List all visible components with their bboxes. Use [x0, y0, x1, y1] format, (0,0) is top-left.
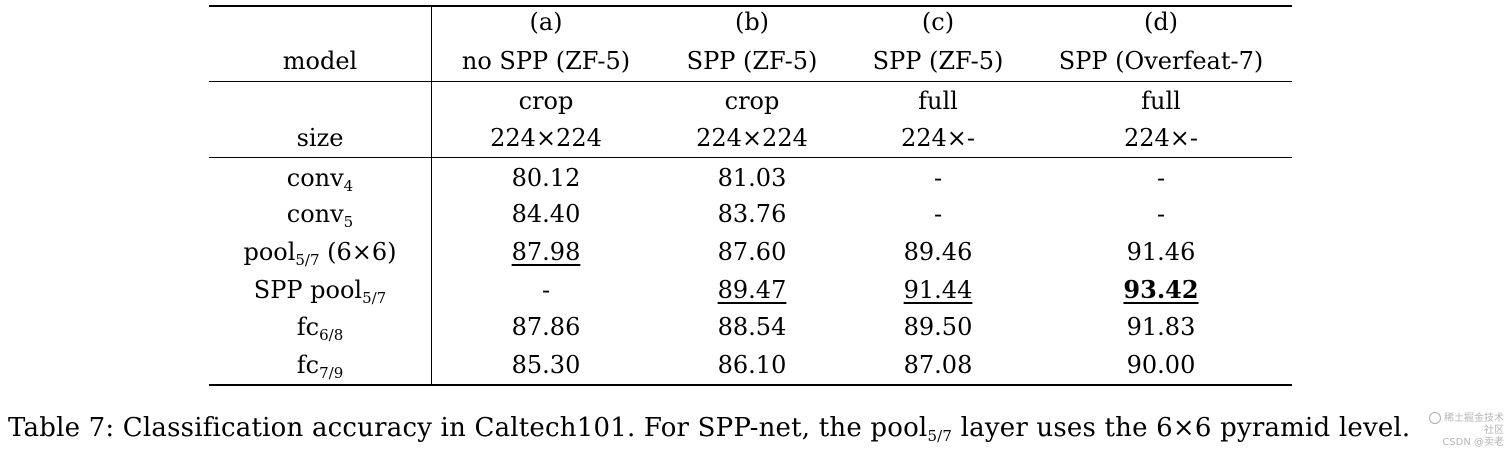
row-label-suffix: (6×6): [319, 238, 397, 266]
column-input-size: 224×-: [1123, 124, 1199, 152]
row-label-subscript: 5/7: [362, 289, 387, 307]
row-label-text: conv: [286, 200, 344, 228]
column-input-size: 224×224: [490, 124, 602, 152]
table-cell: -: [1156, 164, 1166, 192]
table-cell: 83.76: [717, 200, 787, 228]
table-cell: 91.83: [1126, 313, 1196, 341]
column-crop-mode: crop: [518, 87, 574, 115]
row-label: fc6/8: [296, 312, 344, 344]
column-method: SPP (ZF-5): [872, 47, 1004, 75]
model-header-label: model: [282, 47, 358, 75]
table-cell: 93.42: [1123, 275, 1199, 304]
table-cell: 88.54: [717, 313, 787, 341]
table-cell: -: [933, 200, 943, 228]
row-label-text: pool: [243, 238, 296, 266]
column-input-size: 224×-: [900, 124, 976, 152]
table-cell: 89.50: [903, 313, 973, 341]
table-caption: Table 7: Classification accuracy in Calt…: [8, 411, 1410, 445]
table-cell: 89.47: [717, 276, 787, 304]
header-separator-rule: [209, 81, 1292, 82]
row-label: conv5: [286, 199, 354, 231]
watermark-line2: CSDN @卖老: [1442, 437, 1504, 448]
column-letter: (d): [1143, 8, 1179, 36]
row-label-subscript: 5: [343, 213, 354, 231]
table-cell: 87.08: [903, 351, 973, 379]
row-label-text: fc: [296, 313, 320, 341]
table-bottom-rule: [209, 384, 1292, 386]
table-cell: 85.30: [511, 351, 581, 379]
table-cell: 87.60: [717, 238, 787, 266]
column-letter: (b): [734, 8, 770, 36]
row-label-subscript: 6/8: [319, 326, 344, 344]
row-label-text: conv: [286, 164, 344, 192]
table-cell: 80.12: [511, 164, 581, 192]
column-method: SPP (ZF-5): [686, 47, 818, 75]
column-letter: (a): [529, 8, 563, 36]
row-label-text: SPP pool: [253, 276, 363, 304]
row-label: conv4: [286, 163, 354, 195]
table-cell: -: [541, 276, 551, 304]
column-crop-mode: crop: [724, 87, 780, 115]
label-column-rule: [431, 5, 433, 385]
column-input-size: 224×224: [696, 124, 808, 152]
watermark-logo-icon: [1429, 412, 1441, 424]
row-label-text: fc: [296, 351, 320, 379]
table-cell: 89.46: [903, 238, 973, 266]
column-method: no SPP (ZF-5): [461, 47, 631, 75]
table-cell: 91.44: [903, 276, 973, 304]
table-cell: 91.46: [1126, 238, 1196, 266]
row-label-subscript: 7/9: [319, 364, 344, 382]
table-cell: -: [933, 164, 943, 192]
row-label-subscript: 4: [343, 177, 354, 195]
caption-subscript: 5/7: [927, 427, 953, 445]
table-cell: 87.86: [511, 313, 581, 341]
row-label-subscript: 5/7: [295, 251, 320, 269]
caption-suffix: layer uses the 6×6 pyramid level.: [952, 413, 1411, 443]
row-label: fc7/9: [296, 350, 344, 382]
table-cell: 84.40: [511, 200, 581, 228]
row-label: pool5/7 (6×6): [243, 237, 397, 269]
column-crop-mode: full: [1141, 87, 1181, 115]
table-cell: 86.10: [717, 351, 787, 379]
column-letter: (c): [921, 8, 955, 36]
table-top-rule: [209, 5, 1292, 7]
table-cell: 81.03: [717, 164, 787, 192]
watermark-line1: 稀土掘金技术社区: [1444, 413, 1504, 436]
column-crop-mode: full: [918, 87, 958, 115]
size-separator-rule: [209, 157, 1292, 158]
row-label: SPP pool5/7: [253, 275, 387, 307]
watermark: 稀土掘金技术社区 CSDN @卖老: [1424, 412, 1504, 448]
table-cell: 87.98: [511, 238, 581, 266]
column-method: SPP (Overfeat-7): [1058, 47, 1264, 75]
table-cell: 90.00: [1126, 351, 1196, 379]
caption-prefix: Table 7: Classification accuracy in Calt…: [8, 413, 928, 443]
size-header-label: size: [296, 124, 344, 152]
table-cell: -: [1156, 200, 1166, 228]
